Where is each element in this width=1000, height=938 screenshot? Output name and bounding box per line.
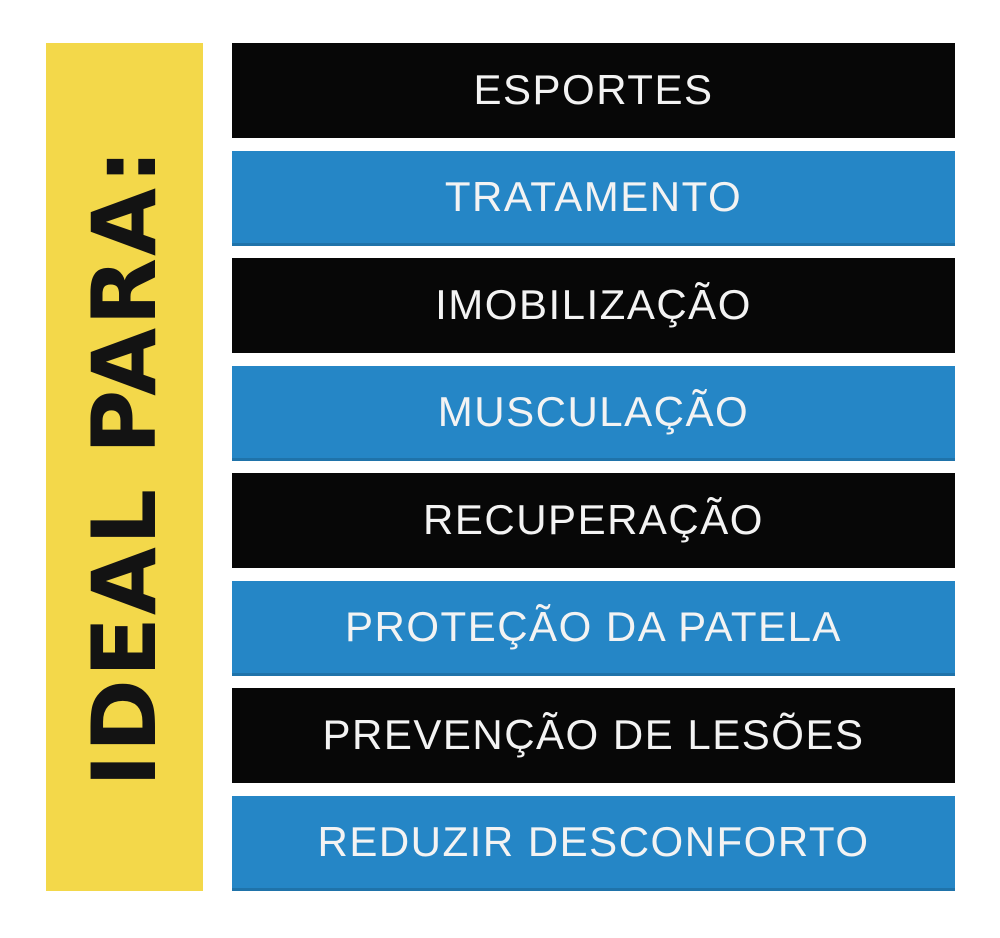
ideal-para-banner: IDEAL PARA: — [46, 43, 203, 891]
benefit-bar-esportes: ESPORTES — [232, 43, 955, 138]
benefit-bar-musculacao: MUSCULAÇÃO — [232, 365, 955, 461]
benefit-label: MUSCULAÇÃO — [437, 388, 750, 436]
benefit-label: REDUZIR DESCONFORTO — [317, 818, 870, 866]
benefit-bar-imobilizacao: IMOBILIZAÇÃO — [232, 258, 955, 354]
benefit-label: PREVENÇÃO DE LESÕES — [322, 710, 865, 758]
banner-label: IDEAL PARA: — [72, 147, 176, 787]
benefit-label: RECUPERAÇÃO — [423, 495, 764, 543]
benefit-bar-recuperacao: RECUPERAÇÃO — [232, 473, 955, 569]
benefit-bar-reduzir-desconforto: REDUZIR DESCONFORTO — [232, 795, 955, 891]
benefit-label: IMOBILIZAÇÃO — [435, 280, 752, 328]
benefit-bar-prevencao-de-lesoes: PREVENÇÃO DE LESÕES — [232, 688, 955, 784]
benefit-label: TRATAMENTO — [444, 173, 743, 221]
benefit-bar-tratamento: TRATAMENTO — [232, 150, 955, 246]
benefit-bar-protecao-da-patela: PROTEÇÃO DA PATELA — [232, 580, 955, 676]
benefits-list: ESPORTES TRATAMENTO IMOBILIZAÇÃO MUSCULA… — [232, 43, 955, 891]
benefit-label: PROTEÇÃO DA PATELA — [345, 603, 842, 651]
benefit-label: ESPORTES — [473, 65, 714, 113]
